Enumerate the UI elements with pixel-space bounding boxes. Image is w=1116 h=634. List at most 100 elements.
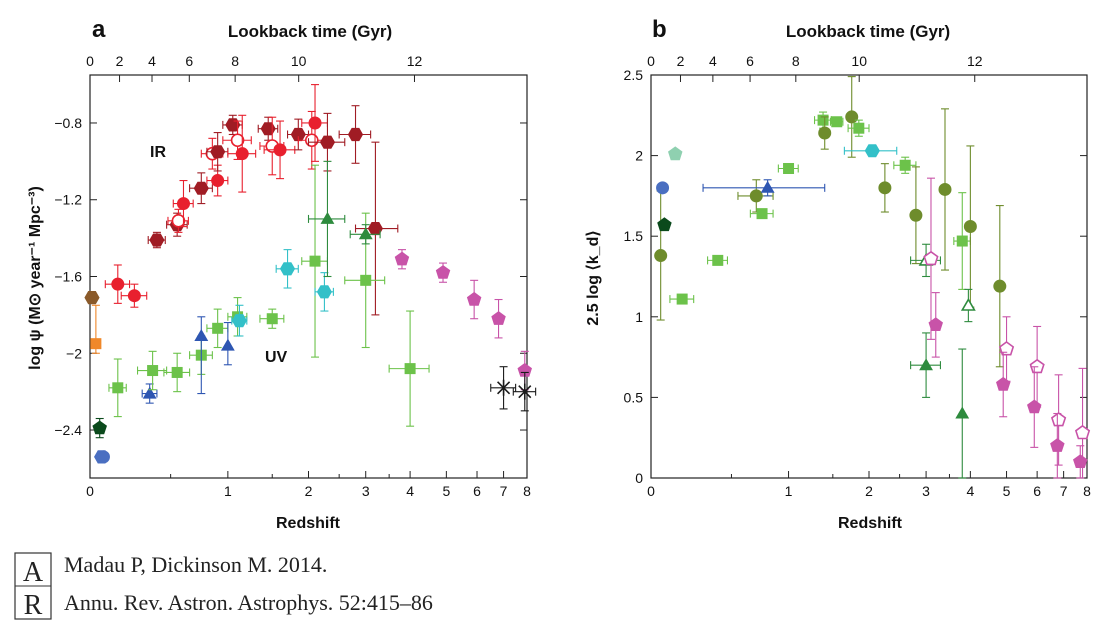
data-point	[257, 116, 279, 141]
data-point	[108, 358, 127, 418]
y-tick-label: −2.4	[54, 422, 82, 438]
data-point	[286, 118, 310, 151]
y-tick-label: 1.5	[624, 228, 644, 244]
data-point	[259, 308, 285, 329]
panel-b-ylabel: 2.5 log ⟨k_d⟩	[585, 230, 602, 325]
x-tick-label: 6	[1033, 483, 1041, 499]
data-point	[909, 166, 923, 265]
data-point	[847, 119, 870, 137]
panel-b: b Lookback time (Gyr) Redshift 2.5 log ⟨…	[585, 16, 1091, 532]
data-point	[147, 231, 166, 249]
data-point	[227, 114, 257, 193]
data-point	[172, 179, 194, 228]
x-tick-label: 1	[224, 483, 232, 499]
data-point	[301, 164, 329, 358]
data-point	[993, 205, 1007, 368]
x-tick-label: 7	[1060, 483, 1068, 499]
y-tick-label: 0	[635, 470, 643, 486]
data-point	[843, 144, 898, 158]
data-point	[92, 417, 107, 439]
data-point	[307, 160, 346, 278]
top-tick-label: 8	[231, 53, 239, 69]
data-point	[829, 116, 844, 128]
data-point	[818, 116, 832, 150]
top-tick-label: 12	[407, 53, 423, 69]
data-point	[749, 208, 774, 220]
annual-reviews-logo: A R	[14, 552, 52, 620]
data-point	[96, 450, 110, 464]
panel-b-xlabel: Redshift	[838, 515, 903, 532]
top-tick-label: 10	[291, 53, 307, 69]
panel-a-xlabel: Redshift	[276, 515, 341, 532]
top-tick-label: 10	[851, 53, 867, 69]
data-point	[338, 105, 372, 164]
svg-text:R: R	[24, 590, 43, 620]
panel-a: a Lookback time (Gyr) Redshift log ψ (M⊙…	[27, 16, 537, 532]
top-tick-label: 0	[647, 53, 655, 69]
x-tick-label: 6	[473, 483, 481, 499]
top-tick-label: 0	[86, 53, 94, 69]
data-point	[910, 332, 941, 398]
data-point	[84, 291, 100, 305]
top-tick-label: 2	[677, 53, 685, 69]
data-point	[90, 304, 102, 354]
top-tick-label: 4	[148, 53, 156, 69]
citation-line-2: Annu. Rev. Astron. Astrophys. 52:415–86	[64, 590, 433, 615]
data-point	[388, 310, 430, 427]
data-point	[1027, 366, 1042, 448]
data-point	[923, 177, 939, 340]
data-point	[354, 141, 399, 316]
data-point	[707, 254, 728, 266]
y-tick-label: −1.6	[54, 269, 82, 285]
y-tick-label: −2	[66, 345, 82, 361]
x-tick-label: 8	[523, 483, 531, 499]
data-point	[120, 283, 148, 308]
data-point	[491, 298, 506, 339]
data-point	[206, 308, 229, 349]
data-point	[1050, 412, 1065, 479]
x-tick-label: 0	[647, 483, 655, 499]
panel-a-letter: a	[92, 16, 106, 43]
data-point	[349, 224, 381, 245]
panel-a-ticks: 0 1 2 3 4 5 6 7 80 2 4 6 8 10 12−2.4−2−1.6−1.2−0.8	[54, 53, 531, 499]
data-point	[141, 383, 158, 404]
x-tick-label: 8	[1083, 483, 1091, 499]
x-tick-label: 0	[86, 483, 94, 499]
y-tick-label: 0.5	[624, 389, 644, 405]
data-point	[813, 111, 832, 129]
top-tick-label: 6	[185, 53, 193, 69]
logo-letters: A	[23, 557, 44, 588]
data-point	[938, 108, 952, 271]
data-point	[490, 366, 517, 410]
data-point	[301, 84, 329, 162]
data-point	[657, 217, 672, 232]
data-point	[222, 114, 243, 136]
data-point	[220, 322, 235, 366]
data-point	[996, 351, 1011, 418]
data-point	[878, 163, 892, 213]
data-point	[314, 272, 334, 312]
x-tick-label: 4	[966, 483, 974, 499]
panel-b-points	[654, 76, 1091, 479]
top-tick-label: 6	[746, 53, 754, 69]
data-point	[702, 179, 826, 197]
x-tick-label: 3	[362, 483, 370, 499]
data-point	[189, 172, 213, 205]
x-tick-label: 3	[922, 483, 930, 499]
data-point	[163, 352, 191, 393]
y-tick-label: 2	[635, 148, 643, 164]
citation: A R Madau P, Dickinson M. 2014. Annu. Re…	[14, 548, 574, 626]
data-point	[136, 350, 168, 391]
top-tick-label: 12	[967, 53, 983, 69]
data-point	[893, 156, 917, 174]
x-tick-label: 1	[785, 483, 793, 499]
x-tick-label: 4	[406, 483, 414, 499]
citation-line-1: Madau P, Dickinson M. 2014.	[64, 552, 328, 577]
annotation-ir: IR	[150, 144, 166, 161]
data-point	[960, 288, 976, 323]
data-point	[435, 262, 451, 283]
data-point	[845, 76, 859, 158]
x-tick-label: 2	[865, 483, 873, 499]
